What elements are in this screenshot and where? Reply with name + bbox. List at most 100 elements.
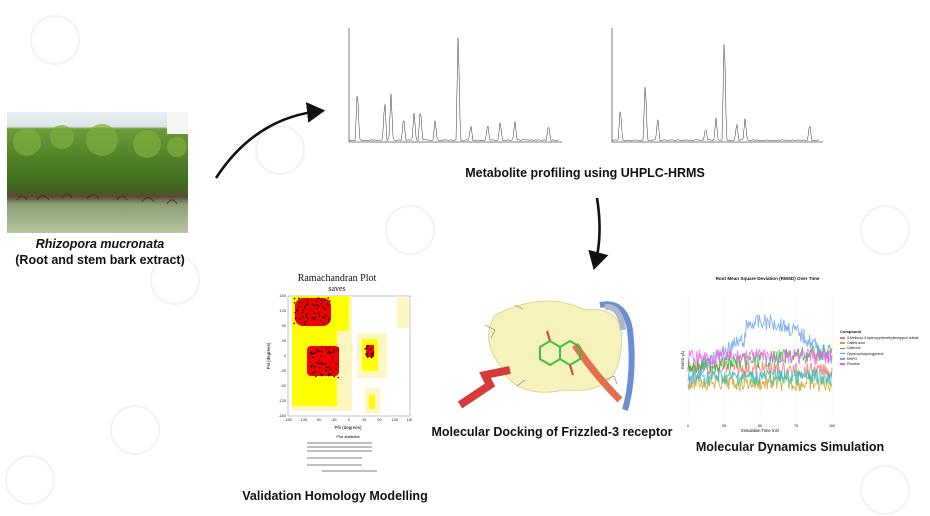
residue-point [304, 321, 307, 323]
residue-point [366, 356, 369, 358]
rmsd-series-line [687, 344, 833, 373]
residue-point [293, 297, 296, 300]
residue-point [323, 316, 325, 319]
watermark-icon [110, 405, 160, 455]
psi-tick: 180 [279, 293, 286, 298]
legend-label: Pinoxide [847, 361, 861, 366]
residue-point [298, 301, 301, 304]
psi-tick: -135 [278, 398, 287, 403]
residue-point [303, 323, 306, 325]
residue-point [296, 310, 299, 312]
residue-point [321, 374, 323, 377]
residue-point [318, 359, 321, 361]
residue-point [293, 301, 296, 304]
metabolite-profiling-caption: Metabolite profiling using UHPLC-HRMS [465, 166, 705, 180]
chromatogram-2 [611, 28, 823, 143]
docking-image [455, 285, 667, 415]
residue-point [316, 297, 319, 300]
residue-point [301, 315, 304, 318]
psi-tick: 90 [282, 323, 287, 328]
residue-point [371, 353, 374, 356]
watermark-icon [5, 455, 55, 505]
residue-point [328, 320, 330, 323]
residue-point [306, 301, 309, 303]
legend-label: Catechol [847, 346, 861, 351]
residue-point [333, 375, 336, 378]
chromatogram-trace [348, 37, 559, 142]
phi-tick: 135 [391, 417, 398, 422]
psi-tick: -45 [280, 368, 287, 373]
residue-point [320, 362, 322, 364]
ramachandran-plot: Ramachandran Plot saves -180 -180 -135 -135… [262, 273, 412, 478]
legend-item: Caffeic acid [840, 341, 919, 345]
residue-point [324, 307, 327, 310]
residue-point [315, 303, 318, 306]
residue-point [324, 362, 327, 365]
legend-title: Compound [840, 329, 862, 334]
residue-point [312, 371, 314, 374]
residue-point [311, 316, 313, 319]
rama-xlabel: Phi (degrees) [334, 425, 362, 430]
residue-point [332, 349, 335, 351]
residue-point [314, 351, 317, 354]
residue-point [297, 305, 300, 308]
residue-point [335, 368, 337, 371]
residue-point [327, 351, 329, 354]
watermark-icon [860, 205, 910, 255]
psi-tick: -180 [278, 413, 287, 418]
residue-point [316, 350, 319, 353]
residue-point [311, 356, 314, 359]
residue-point [325, 366, 328, 369]
residue-point [317, 312, 320, 315]
residue-point [325, 369, 328, 372]
residue-point [302, 309, 304, 312]
legend-swatch [840, 352, 845, 355]
residue-point [323, 322, 325, 325]
residue-point [322, 363, 324, 365]
legend-swatch [840, 337, 845, 339]
psi-tick: 135 [279, 308, 286, 313]
arrow-to-analysis [588, 197, 609, 271]
residue-point [306, 299, 309, 302]
legend-swatch [840, 358, 845, 360]
residue-point [301, 311, 303, 314]
x-axis-label: Simulation Time (ns) [741, 428, 780, 432]
psi-tick: -90 [280, 383, 287, 388]
chromatogram-1 [348, 28, 562, 143]
x-tick-label: 100 [829, 424, 835, 428]
residue-point [372, 351, 375, 353]
header-block [522, 30, 547, 52]
residue-point [315, 300, 317, 302]
residue-point [327, 373, 330, 376]
rama-subtitle: saves [328, 284, 346, 293]
rama-ylabel: Psi (degrees) [266, 342, 271, 369]
rmsd-title: Root Mean Square Deviation (RMSD) Over T… [715, 276, 820, 281]
rama-stats-heading: Plot statistics [336, 434, 359, 439]
residue-point [321, 306, 324, 308]
residue-point [296, 308, 299, 311]
residue-point [315, 361, 318, 364]
mangrove-photo [7, 112, 188, 233]
residue-point [301, 301, 304, 304]
residue-point [320, 299, 323, 301]
residue-point [304, 305, 307, 307]
y-axis-label: RMSD (Å) [680, 350, 685, 369]
residue-point [294, 317, 297, 320]
residue-point [328, 350, 331, 352]
residue-point [328, 347, 330, 349]
residue-point [369, 347, 372, 350]
legend-label: 3-Methoxy-4-hydroxyphenethyleneglycol su… [847, 336, 919, 340]
phi-tick: 90 [377, 417, 382, 422]
residue-point [327, 297, 329, 299]
phi-tick: -45 [331, 417, 338, 422]
header-block [783, 30, 808, 52]
watermark-icon [255, 125, 305, 175]
residue-point [299, 317, 301, 320]
residue-point [370, 353, 373, 355]
residue-point [314, 365, 316, 368]
residue-point [320, 302, 323, 305]
extract-label: (Root and stem bark extract) [15, 253, 185, 267]
residue-point [304, 307, 306, 309]
residue-point [310, 308, 312, 311]
residue-point [320, 319, 322, 322]
